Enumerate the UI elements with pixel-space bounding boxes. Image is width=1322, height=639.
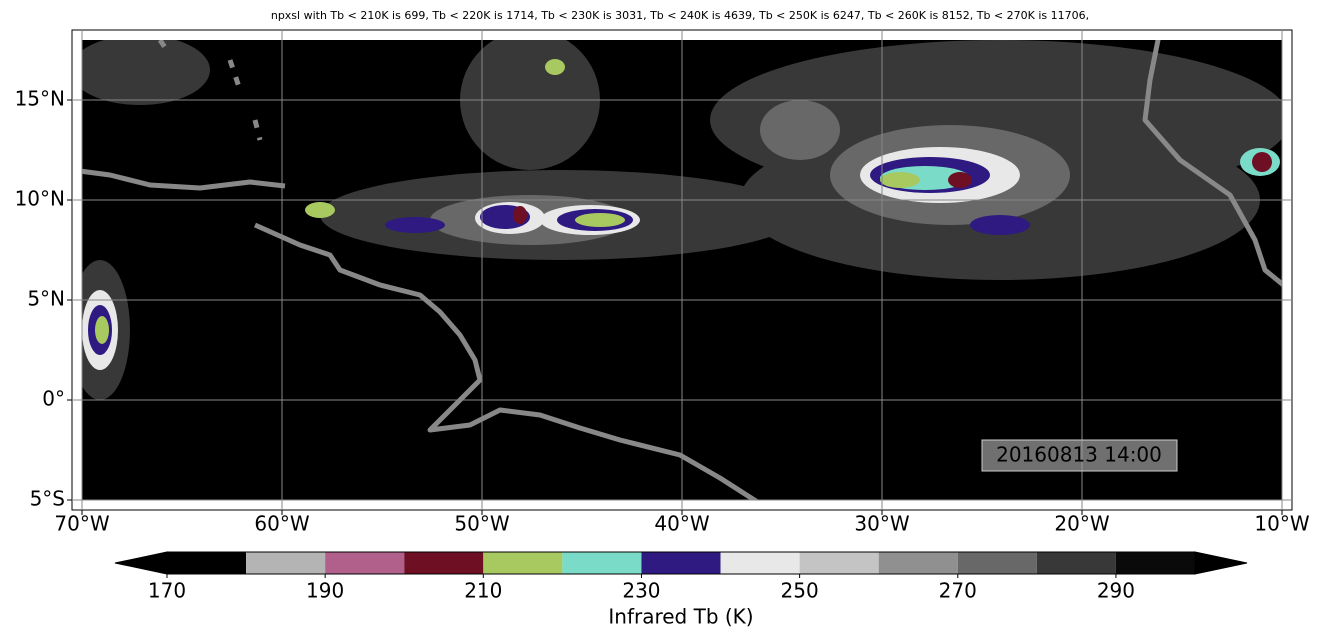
coastline [82, 40, 1282, 500]
colorbar-tick-label: 290 [1097, 579, 1135, 603]
colorbar: 170 190 210 230 250 270 290 [114, 551, 1248, 603]
colorbar-segment [720, 552, 800, 574]
colorbar-segment [641, 552, 721, 574]
title: npxsl with Tb < 210K is 699, Tb < 220K i… [271, 9, 1089, 22]
colorbar-tick-label: 170 [148, 579, 186, 603]
cloud-field [82, 40, 1282, 400]
timestamp: 20160813 14:00 [996, 443, 1162, 467]
colorbar-segment [957, 552, 1037, 574]
y-tick-label: 10°N [15, 187, 65, 211]
y-tick-label: 15°N [15, 87, 65, 111]
colorbar-segment [246, 552, 326, 574]
colorbar-segment [878, 552, 958, 574]
colorbar-segment [325, 552, 405, 574]
y-tick-label: 5°N [27, 287, 65, 311]
x-tick-label: 30°W [854, 512, 909, 536]
colorbar-over [1194, 551, 1248, 575]
colorbar-tick-label: 190 [306, 579, 344, 603]
ticks: 70°W 60°W 50°W 40°W 30°W 20°W 10°W 5°S 0° 5°N 10°N… [15, 87, 1310, 536]
x-tick-label: 70°W [54, 512, 109, 536]
colorbar-tick-label: 270 [939, 579, 977, 603]
y-tick-label: 5°S [30, 487, 65, 511]
colorbar-tick-label: 210 [464, 579, 502, 603]
colorbar-segment [562, 552, 642, 574]
colorbar-under [114, 551, 168, 575]
x-tick-label: 10°W [1254, 512, 1309, 536]
colorbar-segment [1115, 552, 1195, 574]
colorbar-segment [404, 552, 484, 574]
grid [72, 30, 1292, 510]
colorbar-label: Infrared Tb (K) [608, 605, 753, 629]
y-tick-label: 0° [42, 387, 65, 411]
timestamp-box [981, 439, 1178, 472]
x-tick-label: 40°W [654, 512, 709, 536]
colorbar-frame [166, 551, 1196, 575]
colorbar-segment [167, 552, 247, 574]
colorbar-tick-label: 250 [781, 579, 819, 603]
colorbar-segment [1036, 552, 1116, 574]
colorbar-tick-label: 230 [622, 579, 660, 603]
x-tick-label: 60°W [254, 512, 309, 536]
x-tick-label: 50°W [454, 512, 509, 536]
x-tick-label: 20°W [1054, 512, 1109, 536]
colorbar-segment [799, 552, 879, 574]
colorbar-segment [483, 552, 563, 574]
